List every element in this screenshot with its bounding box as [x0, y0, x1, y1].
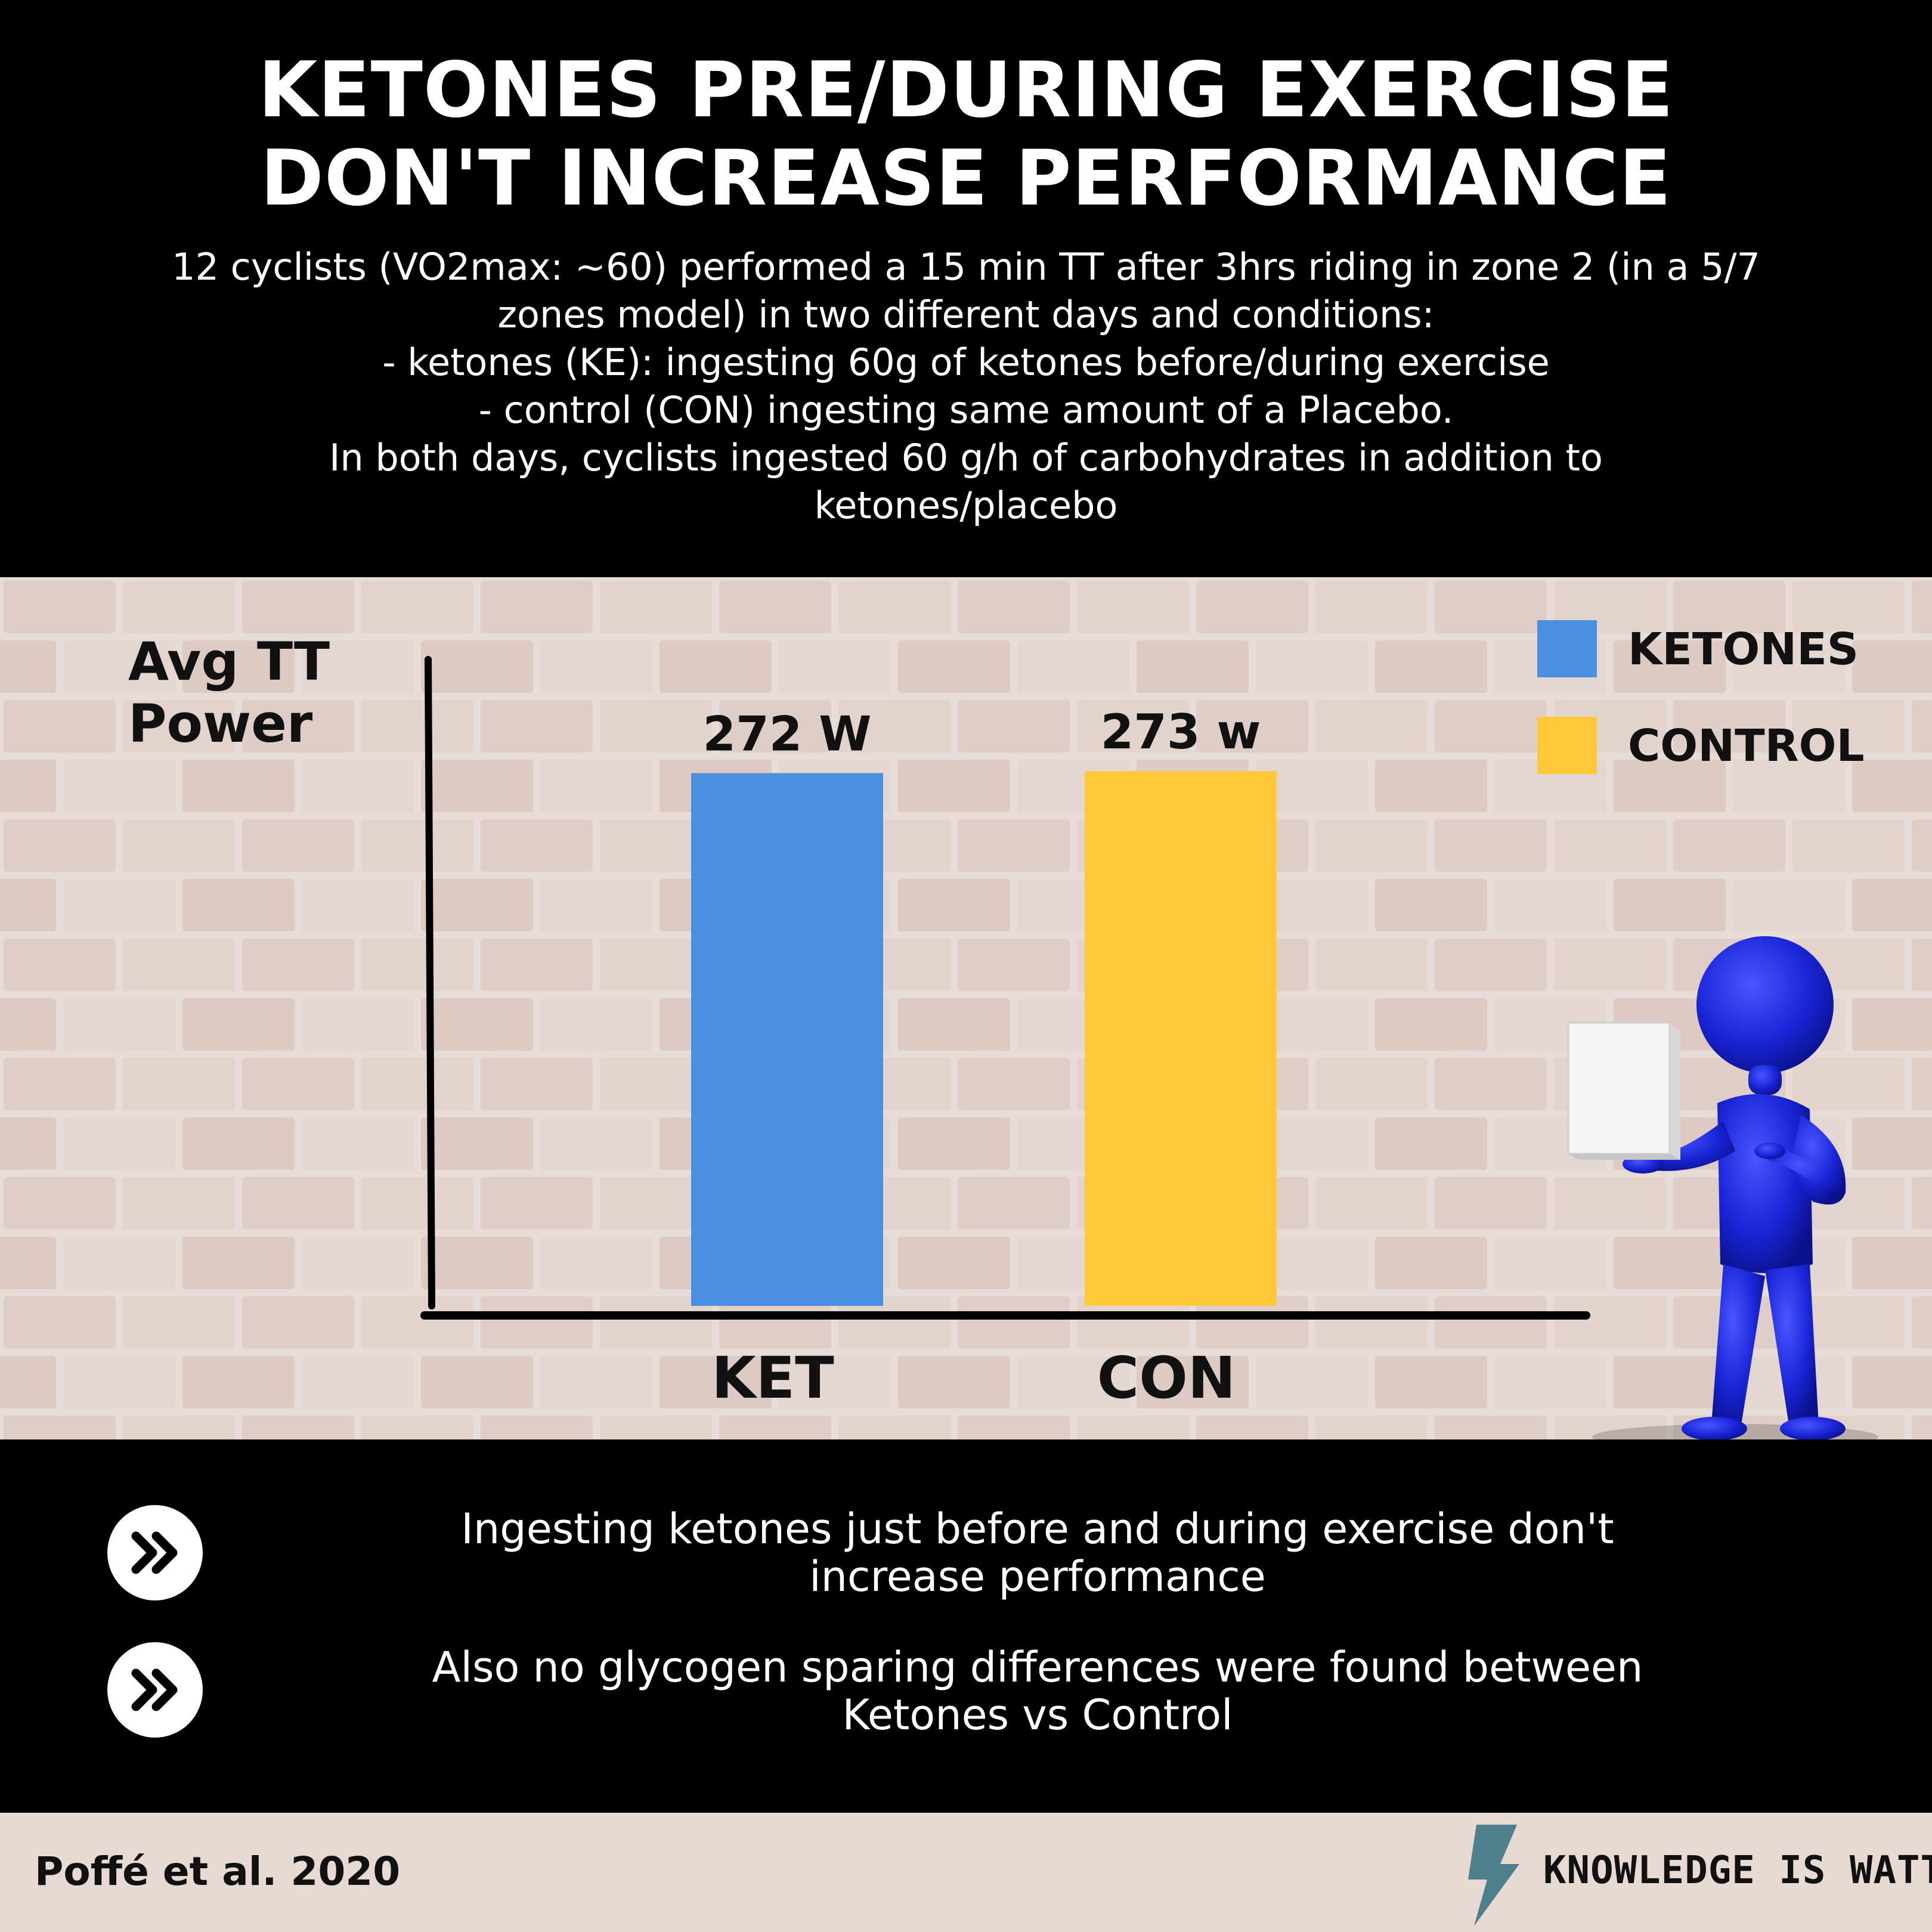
double-chevron-right-icon [107, 1505, 203, 1600]
description-line: 12 cyclists (VO2max: ~60) performed a 15… [172, 245, 1760, 289]
legend-item-ketones: KETONES [1537, 620, 1907, 680]
y-axis-label-line: Power [128, 693, 313, 754]
double-chevron-right-icon [107, 1642, 203, 1738]
description-line: In both days, cyclists ingested 60 g/h o… [329, 436, 1603, 479]
header-panel: KETONES PRE/DURING EXERCISE DON'T INCREA… [0, 0, 1932, 577]
brand-name: KNOWLEDGE IS WATT [1543, 1849, 1932, 1893]
takeaway-text: Also no glycogen sparing differences wer… [298, 1643, 1777, 1739]
takeaway-line: increase performance [809, 1552, 1266, 1601]
takeaways-panel: Ingesting ketones just before and during… [0, 1439, 1932, 1813]
x-tick-label-con: CON [1097, 1345, 1236, 1411]
bar-ket [691, 773, 883, 1306]
description-line: zones model) in two different days and c… [497, 293, 1435, 336]
takeaway-text: Ingesting ketones just before and during… [298, 1505, 1777, 1600]
legend-swatch-control [1537, 717, 1597, 774]
blue-figure-illustration [1567, 936, 1878, 1450]
legend-label-ketones: KETONES [1628, 624, 1859, 675]
page-title: KETONES PRE/DURING EXERCISE DON'T INCREA… [0, 47, 1932, 223]
legend-item-control: CONTROL [1537, 717, 1907, 776]
bars-layer: 272 W KET 273 w CON [691, 704, 1277, 1411]
citation: Poffé et al. 2020 [35, 1849, 401, 1894]
footer: Poffé et al. 2020 KNOWLEDGE IS WATT [0, 1813, 1932, 1932]
data-label-con: 273 w [1101, 704, 1261, 760]
description-line: - control (CON) ingesting same amount of… [478, 388, 1454, 432]
bar-con [1085, 771, 1277, 1306]
lightning-bolt-icon [1468, 1825, 1519, 1926]
background-overlay [0, 577, 1932, 1439]
legend-label-control: CONTROL [1628, 720, 1865, 772]
data-label-ket: 272 W [702, 707, 871, 762]
x-tick-label-ket: KET [711, 1345, 834, 1411]
title-line-1: KETONES PRE/DURING EXERCISE [258, 46, 1674, 135]
description-line: - ketones (KE): ingesting 60g of ketones… [382, 340, 1550, 384]
takeaway-line: Ingesting ketones just before and during… [461, 1504, 1614, 1553]
bar-chart: 272 W KET 273 w CON [420, 656, 1590, 1411]
chart-background [0, 577, 1932, 1439]
y-axis-label-line: Avg TT [128, 631, 330, 692]
legend-swatch-ketones [1537, 620, 1597, 677]
takeaway-line: Ketones vs Control [842, 1690, 1233, 1739]
takeaway-line: Also no glycogen sparing differences wer… [432, 1643, 1643, 1692]
description-line: ketones/placebo [814, 484, 1118, 527]
title-line-2: DON'T INCREASE PERFORMANCE [260, 134, 1672, 223]
study-description: 12 cyclists (VO2max: ~60) performed a 15… [36, 243, 1896, 530]
y-axis-label: Avg TT Power [128, 631, 379, 755]
y-axis [425, 656, 435, 1309]
